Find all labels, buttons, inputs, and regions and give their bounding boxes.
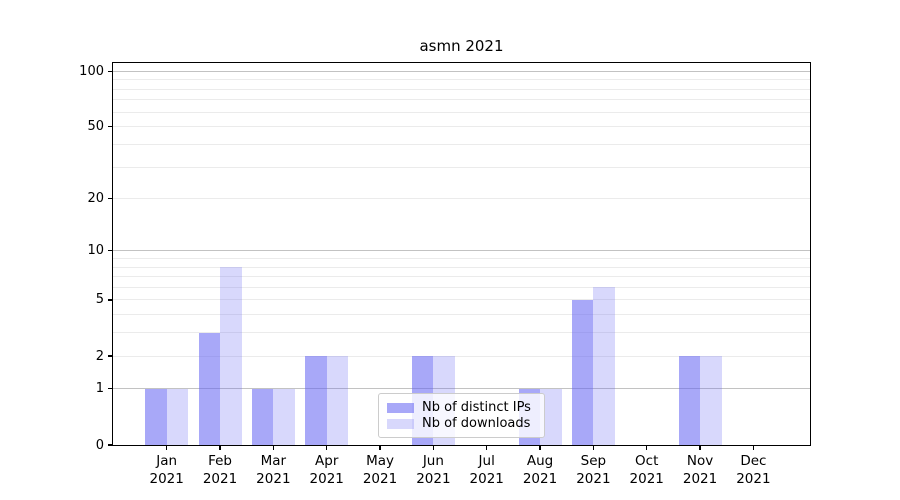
- y-tick-label: 10: [87, 243, 104, 259]
- y-tick: [108, 444, 112, 446]
- legend-swatch-distinct-ips-icon: [387, 402, 414, 413]
- bar-downloads: [700, 356, 722, 445]
- y-major-gridline: [113, 388, 810, 390]
- x-tick-label: Jan 2021: [149, 453, 184, 487]
- y-tick-label: 5: [95, 292, 104, 308]
- bar-downloads: [166, 388, 189, 445]
- bar-downloads: [326, 356, 349, 445]
- y-tick-label: 50: [87, 119, 104, 135]
- x-tick: [166, 446, 168, 450]
- x-tick-label: Jul 2021: [469, 453, 504, 487]
- y-minor-gridline: [113, 126, 810, 128]
- bar-distinct-ips: [145, 388, 167, 445]
- y-minor-gridline: [113, 355, 810, 357]
- legend: Nb of distinct IPs Nb of downloads: [378, 393, 545, 438]
- x-tick: [219, 446, 221, 450]
- x-tick: [432, 446, 434, 450]
- bar-downloads: [540, 388, 562, 445]
- x-tick: [699, 446, 701, 450]
- x-tick: [539, 446, 541, 450]
- x-tick: [379, 446, 381, 450]
- x-tick-label: Dec 2021: [736, 453, 771, 487]
- y-tick-label: 1: [95, 381, 104, 397]
- x-tick-label: Apr 2021: [309, 453, 344, 487]
- legend-item-downloads: Nb of downloads: [387, 416, 536, 431]
- bar-downloads: [273, 388, 295, 445]
- x-tick-label: Feb 2021: [202, 453, 238, 487]
- bar-distinct-ips: [198, 332, 221, 445]
- bar-distinct-ips: [251, 388, 274, 445]
- x-tick: [592, 446, 594, 450]
- x-tick-label: May 2021: [362, 453, 398, 487]
- x-tick-label: Aug 2021: [522, 453, 558, 487]
- y-minor-gridline: [113, 99, 810, 101]
- y-major-gridline: [113, 250, 810, 252]
- legend-swatch-downloads-icon: [387, 418, 414, 429]
- legend-label-distinct-ips: Nb of distinct IPs: [422, 400, 531, 415]
- y-tick-label: 100: [79, 63, 104, 79]
- x-tick-label: Jun 2021: [416, 453, 451, 487]
- y-tick: [108, 250, 112, 252]
- x-tick: [752, 446, 754, 450]
- x-tick-label: Oct 2021: [629, 453, 664, 487]
- x-tick: [272, 446, 274, 450]
- y-minor-gridline: [113, 166, 810, 168]
- x-tick: [326, 446, 328, 450]
- y-minor-gridline: [113, 143, 810, 145]
- y-minor-gridline: [113, 79, 810, 81]
- y-minor-gridline: [113, 276, 810, 278]
- y-tick: [108, 355, 112, 357]
- legend-label-downloads: Nb of downloads: [422, 416, 531, 431]
- chart-title: asmn 2021: [419, 37, 504, 55]
- bar-downloads: [593, 287, 615, 445]
- y-minor-gridline: [113, 198, 810, 200]
- y-major-gridline: [113, 70, 810, 72]
- y-minor-gridline: [113, 299, 810, 301]
- y-tick: [108, 299, 112, 301]
- x-tick-label: Nov 2021: [682, 453, 718, 487]
- y-tick: [108, 70, 112, 72]
- bar-distinct-ips: [305, 356, 327, 445]
- legend-item-distinct-ips: Nb of distinct IPs: [387, 400, 536, 415]
- plot-area: Nb of distinct IPs Nb of downloads: [112, 62, 811, 446]
- x-tick-label: Sep 2021: [576, 453, 611, 487]
- y-minor-gridline: [113, 88, 810, 90]
- y-tick-label: 2: [95, 348, 104, 364]
- x-tick: [486, 446, 488, 450]
- y-minor-gridline: [113, 258, 810, 260]
- y-minor-gridline: [113, 314, 810, 316]
- y-tick-label: 0: [95, 437, 104, 453]
- bar-distinct-ips: [571, 299, 594, 445]
- y-tick: [108, 388, 112, 390]
- y-minor-gridline: [113, 286, 810, 288]
- bar-downloads: [220, 267, 242, 445]
- y-tick: [108, 197, 112, 200]
- y-tick: [108, 126, 112, 128]
- y-minor-gridline: [113, 111, 810, 113]
- x-tick: [646, 446, 648, 450]
- y-tick-label: 20: [87, 191, 104, 207]
- bar-distinct-ips: [678, 356, 701, 445]
- x-tick-label: Mar 2021: [256, 453, 291, 487]
- y-minor-gridline: [113, 266, 810, 268]
- y-minor-gridline: [113, 332, 810, 334]
